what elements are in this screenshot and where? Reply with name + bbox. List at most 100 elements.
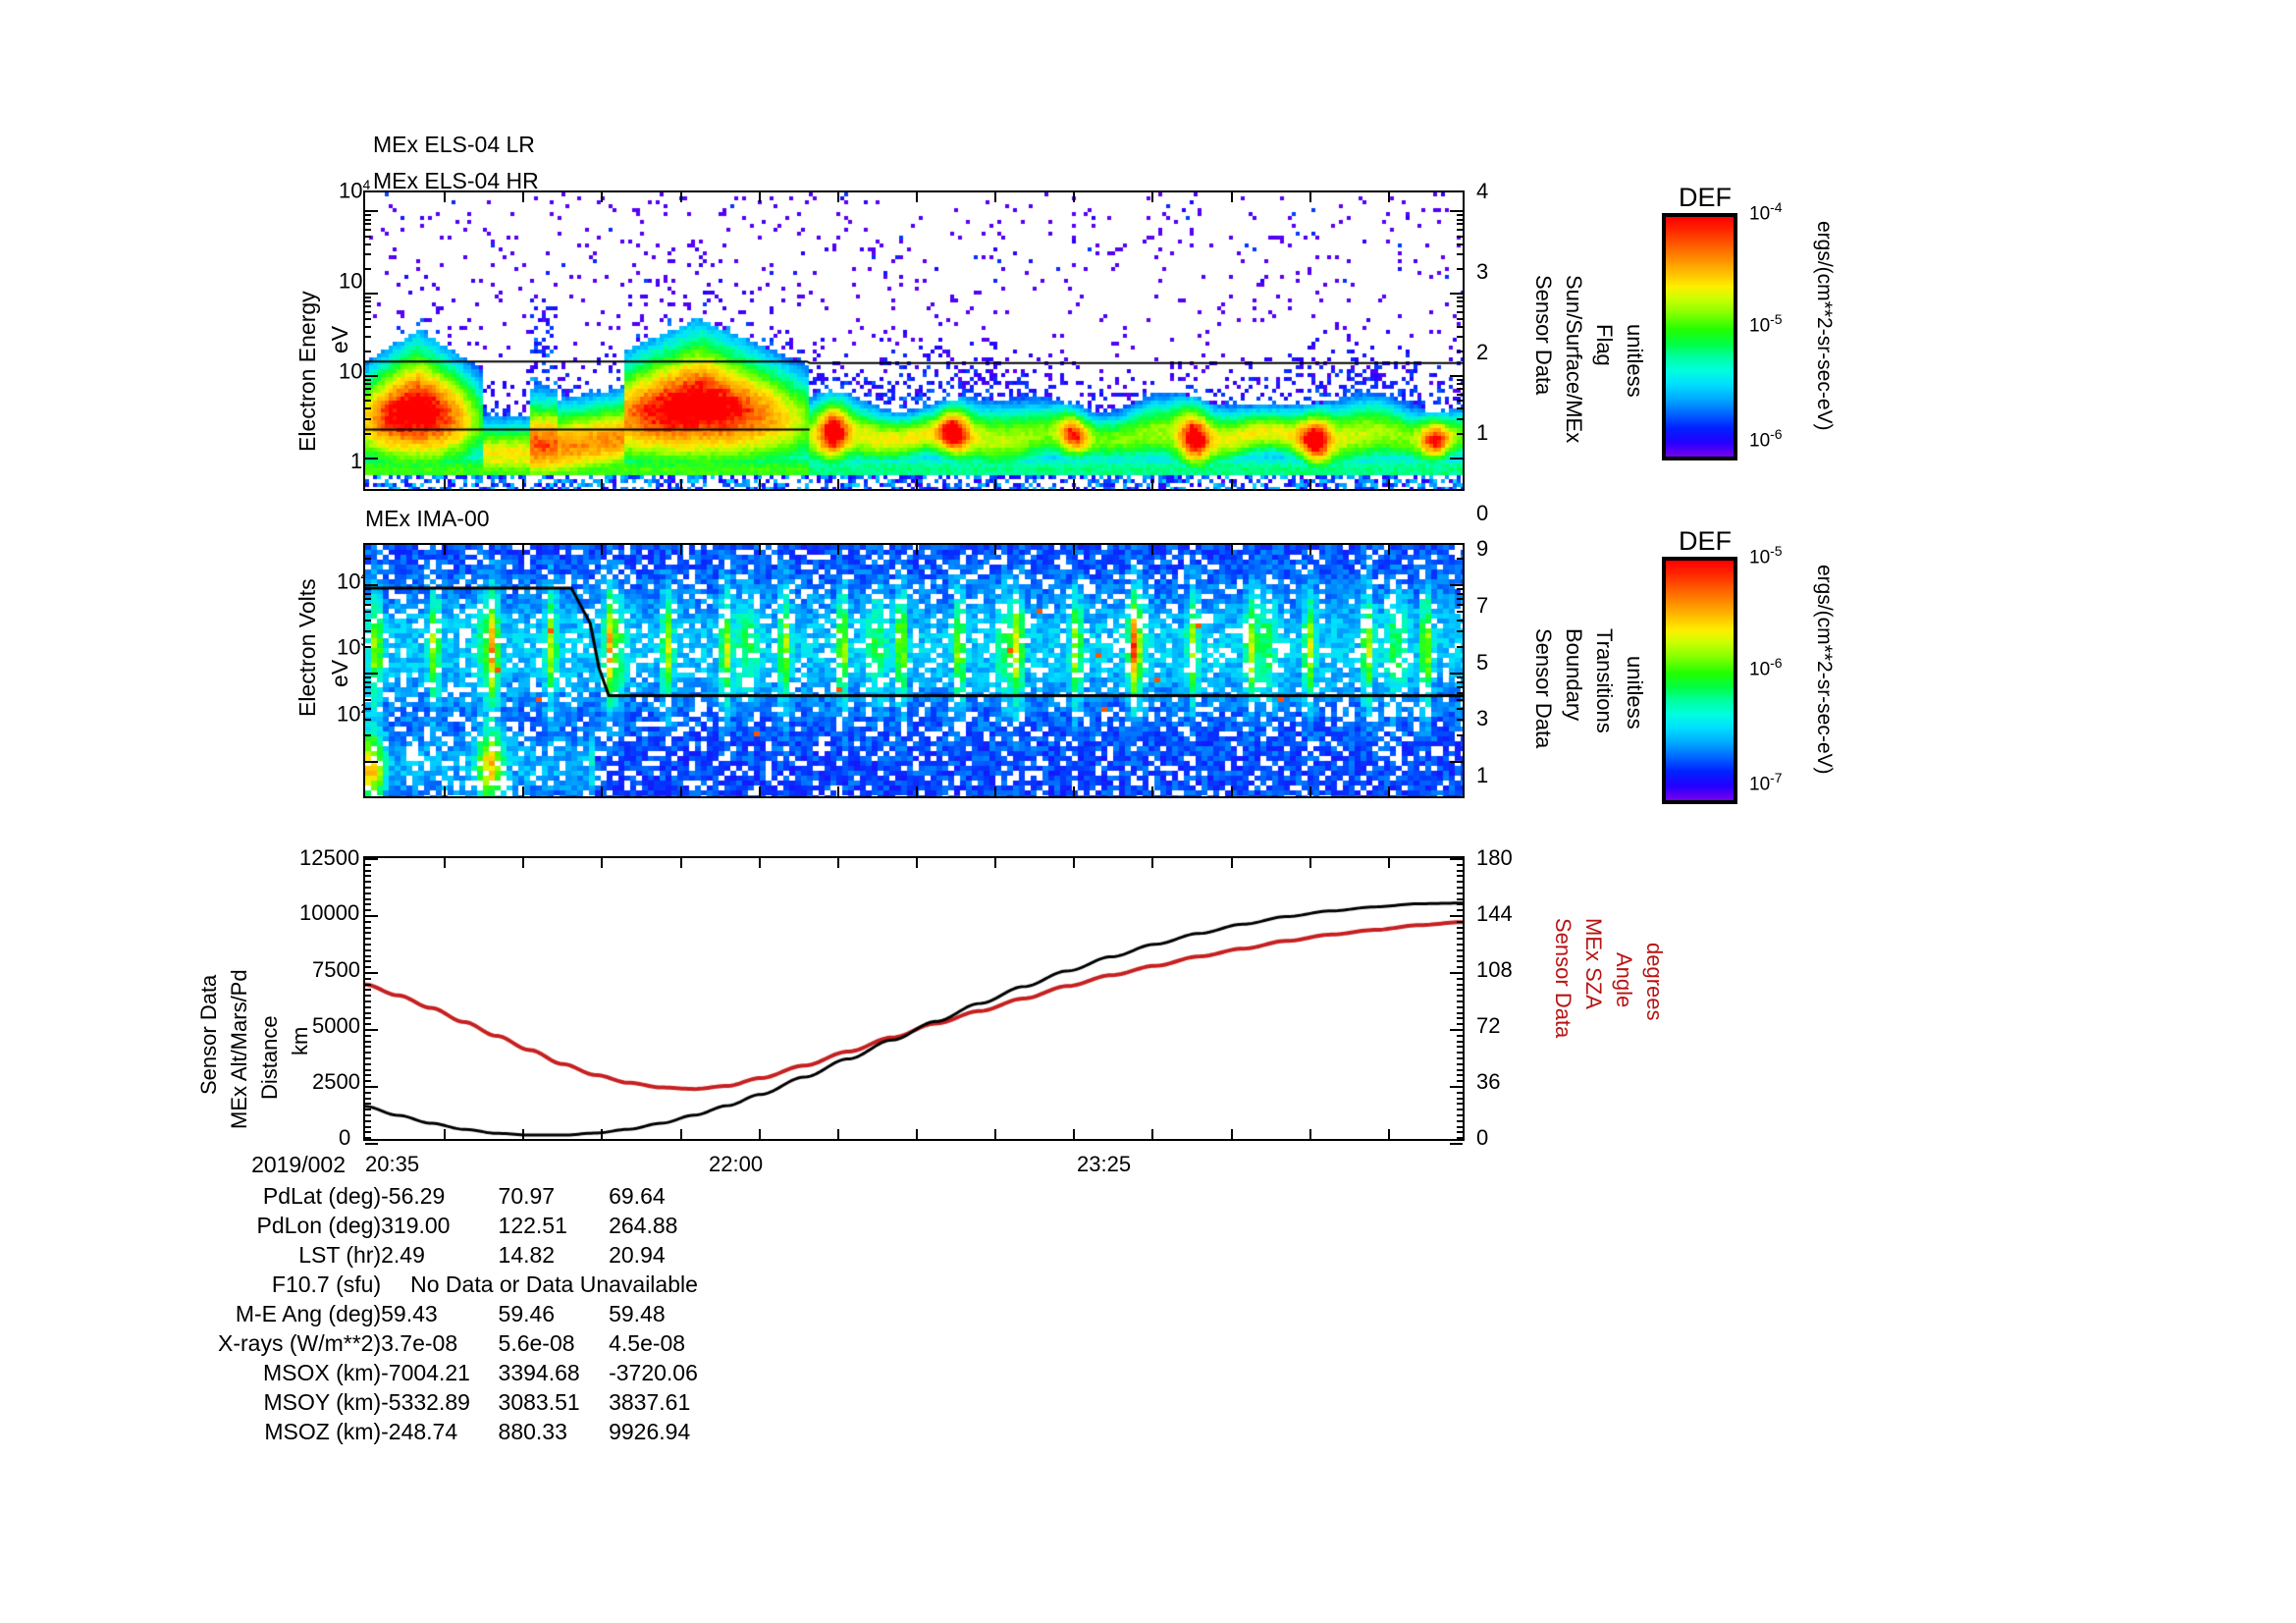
meta-row: LST (hr) 2.49 14.82 20.94 xyxy=(218,1240,698,1270)
meta-row-value: 880.33 xyxy=(498,1419,567,1444)
meta-row-label: MSOZ (km) xyxy=(264,1419,382,1444)
panel-alt-laxis-line4: km xyxy=(288,1026,312,1055)
panel-els-ylabel: Electron Energy xyxy=(294,291,320,452)
time-label-2: 22:00 xyxy=(709,1152,764,1176)
panel-alt-laxis-line3: Distance xyxy=(257,1015,282,1100)
colorbar-ima-tick-mid: 10-6 xyxy=(1749,655,1783,680)
meta-row-label: PdLat (deg) xyxy=(262,1183,382,1209)
panel-sza-rtick-36: 36 xyxy=(1476,1069,1501,1094)
colorbar-els-gradient xyxy=(1662,213,1737,460)
meta-row-label: MSOX (km) xyxy=(263,1360,382,1385)
meta-row-value: 264.88 xyxy=(609,1213,678,1238)
panel-sza-raxis-line3: Angle xyxy=(1612,952,1636,1008)
colorbar-ima-label: DEF xyxy=(1679,526,1732,556)
panel-sza-rtick-72: 72 xyxy=(1476,1013,1501,1038)
meta-row-value: 5.6e-08 xyxy=(498,1330,575,1356)
panel-els-ytick-1e4: 104 xyxy=(339,177,371,203)
panel-alt-laxis-line1: Sensor Data xyxy=(196,974,221,1095)
panel-ima-rtick-5: 5 xyxy=(1476,650,1489,675)
meta-row: MSOZ (km) -248.74 880.33 9926.94 xyxy=(218,1417,698,1446)
meta-row-value: -7004.21 xyxy=(381,1360,470,1385)
meta-row: F10.7 (sfu) No Data or Data Unavailable xyxy=(218,1270,698,1299)
meta-row-value: 59.43 xyxy=(381,1301,438,1326)
panel-ima-rtick-3: 3 xyxy=(1476,706,1489,730)
panel-alt-laxis-line2: MEx Alt/Mars/Pd xyxy=(227,969,251,1129)
y-tick xyxy=(1450,1143,1463,1145)
meta-row-value: 9926.94 xyxy=(609,1419,691,1444)
panel-els-raxis-line1: Sensor Data xyxy=(1531,275,1556,396)
meta-row-value: 319.00 xyxy=(381,1213,451,1238)
panel-sza-raxis-line4: degrees xyxy=(1642,943,1667,1021)
panel-els-rtick-3: 3 xyxy=(1476,259,1489,284)
panel-alt-plot-area xyxy=(363,856,1465,1145)
meta-row-label: LST (hr) xyxy=(298,1242,382,1268)
panel-alt-ltick-12500: 12500 xyxy=(299,845,360,870)
colorbar-els-tick-mid: 10-5 xyxy=(1749,311,1783,337)
panel-alt-ltick-7500: 7500 xyxy=(312,957,360,982)
panel-ima-rtick-7: 7 xyxy=(1476,593,1489,618)
panel-ima-plot-area xyxy=(363,543,1465,798)
panel-els-raxis-line3: Flag xyxy=(1592,324,1617,366)
y-tick xyxy=(365,1143,378,1145)
meta-row-value: 3394.68 xyxy=(498,1360,580,1385)
panel-sza-rtick-144: 144 xyxy=(1476,901,1513,926)
colorbar-ima-units: ergs/(cm**2-sr-sec-eV) xyxy=(1813,565,1836,775)
panel-els-plot-area xyxy=(363,190,1465,491)
panel-alt-ltick-10000: 10000 xyxy=(299,900,360,925)
panel-els-yunits: eV xyxy=(327,325,352,353)
colorbar-els-tick-bot: 10-6 xyxy=(1749,426,1783,452)
meta-row-value: -56.29 xyxy=(381,1183,446,1209)
panel-els-raxis-line4: unitless xyxy=(1623,324,1647,398)
panel-els-title-hr: MEx ELS-04 HR xyxy=(373,168,539,193)
meta-row-value: 59.46 xyxy=(498,1301,556,1326)
panel-ima-rtick-9: 9 xyxy=(1476,536,1489,561)
meta-row: PdLon (deg) 319.00 122.51 264.88 xyxy=(218,1211,698,1240)
meta-row-value: 3837.61 xyxy=(609,1389,691,1415)
meta-row-value: 3083.51 xyxy=(498,1389,580,1415)
colorbar-ima-gradient xyxy=(1662,557,1737,804)
meta-row-label: X-rays (W/m**2) xyxy=(218,1330,382,1356)
panel-ima-yunits: eV xyxy=(327,659,352,687)
panel-alt-ltick-0: 0 xyxy=(339,1125,351,1150)
colorbar-els-units: ergs/(cm**2-sr-sec-eV) xyxy=(1813,221,1836,431)
time-label-3: 23:25 xyxy=(1077,1152,1132,1176)
meta-row-value: 3.7e-08 xyxy=(381,1330,458,1356)
meta-date: 2019/002 xyxy=(251,1152,346,1177)
meta-row: MSOY (km) -5332.89 3083.51 3837.61 xyxy=(218,1387,698,1417)
colorbar-ima-tick-top: 10-5 xyxy=(1749,543,1783,568)
panel-els-title-lr: MEx ELS-04 LR xyxy=(373,132,535,157)
panel-alt-ltick-2500: 2500 xyxy=(312,1069,360,1094)
panel-sza-rtick-108: 108 xyxy=(1476,957,1513,982)
meta-row-value: 20.94 xyxy=(609,1242,666,1268)
panel-ima-raxis-line3: Transitions xyxy=(1592,628,1617,733)
meta-row: PdLat (deg) -56.29 70.97 69.64 xyxy=(218,1181,698,1211)
meta-row-value: 122.51 xyxy=(498,1213,567,1238)
panel-ima-rtick-1: 1 xyxy=(1476,763,1489,787)
meta-row: X-rays (W/m**2) 3.7e-08 5.6e-08 4.5e-08 xyxy=(218,1328,698,1358)
meta-row-value: 14.82 xyxy=(498,1242,556,1268)
meta-rows-table: PdLat (deg) -56.29 70.97 69.64 PdLon (deg) 31… xyxy=(218,1181,698,1446)
colorbar-els-label: DEF xyxy=(1679,183,1732,212)
meta-row-value: 70.97 xyxy=(498,1183,556,1209)
meta-row-value: -3720.06 xyxy=(609,1360,698,1385)
meta-row-label: M-E Ang (deg) xyxy=(235,1301,382,1326)
panel-sza-rtick-180: 180 xyxy=(1476,845,1513,870)
meta-row-value: 69.64 xyxy=(609,1183,666,1209)
meta-row: M-E Ang (deg) 59.43 59.46 59.48 xyxy=(218,1299,698,1328)
time-label-1: 20:35 xyxy=(365,1152,420,1176)
panel-ima-title: MEx IMA-00 xyxy=(365,506,490,531)
meta-row: MSOX (km) -7004.21 3394.68 -3720.06 xyxy=(218,1358,698,1387)
panel-els-rtick-4: 4 xyxy=(1476,179,1489,203)
panel-els-raxis-line2: Sun/Surface/MEx xyxy=(1562,275,1586,444)
meta-row-value-span: No Data or Data Unavailable xyxy=(410,1271,698,1297)
panel-alt-ltick-5000: 5000 xyxy=(312,1013,360,1038)
panel-ima-raxis-line1: Sensor Data xyxy=(1531,628,1556,749)
meta-row-label: MSOY (km) xyxy=(263,1389,382,1415)
meta-row-value: -5332.89 xyxy=(381,1389,470,1415)
panel-ima-ylabel: Electron Volts xyxy=(294,578,320,717)
y-tick-minor xyxy=(365,1143,371,1145)
panel-ima-raxis-line4: unitless xyxy=(1623,656,1647,730)
colorbar-ima-tick-bot: 10-7 xyxy=(1749,770,1783,795)
meta-row-value: -248.74 xyxy=(381,1419,458,1444)
panel-sza-rtick-0: 0 xyxy=(1476,1125,1489,1150)
